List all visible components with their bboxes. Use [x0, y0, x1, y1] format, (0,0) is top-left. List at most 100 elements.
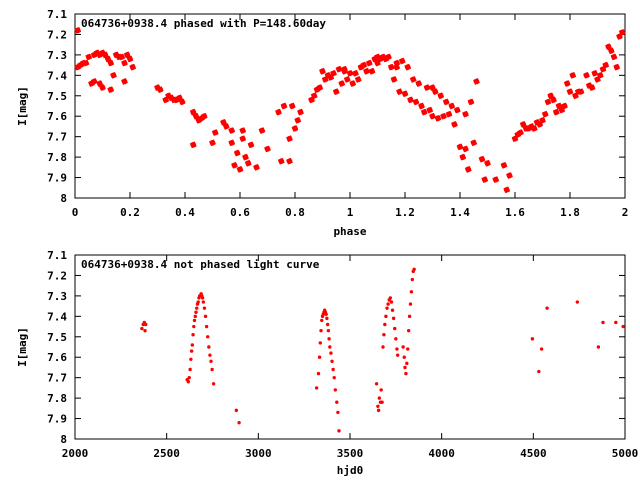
data-point — [126, 55, 134, 63]
data-point — [297, 108, 304, 116]
x-tick-label: 3000 — [245, 447, 272, 460]
data-point — [409, 76, 417, 83]
data-point — [415, 80, 423, 87]
data-point — [407, 314, 412, 319]
data-point — [481, 176, 489, 183]
data-point — [387, 63, 395, 71]
x-tick-label: 5000 — [612, 447, 639, 460]
data-point — [258, 127, 266, 134]
data-point — [332, 88, 340, 96]
data-point — [204, 324, 209, 329]
x-axis-label: phase — [333, 225, 366, 238]
x-tick-label: 1.6 — [505, 206, 525, 219]
y-tick-label: 7.5 — [47, 90, 67, 103]
y-tick-label: 7.6 — [47, 110, 67, 123]
x-tick-label: 0.4 — [175, 206, 195, 219]
data-point — [437, 92, 445, 100]
y-tick-label: 7.4 — [47, 310, 67, 323]
data-point — [448, 102, 456, 110]
data-point — [408, 302, 413, 306]
data-point — [328, 345, 332, 349]
data-point — [530, 125, 538, 132]
data-point — [500, 161, 508, 169]
data-point — [386, 302, 390, 306]
data-point — [196, 300, 200, 304]
data-point — [239, 127, 247, 134]
data-point — [324, 312, 328, 316]
x-tick-label: 1.2 — [395, 206, 415, 219]
data-point — [352, 69, 359, 77]
data-point — [473, 78, 480, 85]
data-point — [442, 98, 450, 106]
data-point — [544, 98, 552, 106]
data-point — [143, 328, 147, 333]
data-point — [275, 108, 282, 116]
data-point — [192, 318, 197, 323]
data-point — [291, 125, 299, 132]
data-point — [140, 326, 144, 331]
data-point — [99, 84, 106, 91]
data-point — [208, 353, 212, 357]
axis-ticks: 2000 2500 3000 3500 4000 4500 5000 7.1 7.2 7.3 7.4… — [47, 249, 638, 460]
data-point — [360, 61, 368, 69]
data-point — [539, 347, 544, 351]
data-point — [316, 84, 324, 91]
data-point — [211, 129, 219, 136]
data-point — [401, 90, 409, 98]
data-point — [253, 164, 260, 171]
y-tick-label: 7.7 — [47, 131, 67, 144]
data-point — [393, 326, 397, 331]
data-point — [456, 143, 464, 151]
data-point — [327, 337, 331, 341]
data-points — [74, 27, 626, 194]
data-point — [156, 86, 164, 93]
data-point — [237, 420, 241, 425]
data-point — [395, 353, 400, 357]
data-point — [550, 96, 557, 104]
data-point — [383, 322, 387, 327]
x-tick-label: 4000 — [428, 447, 455, 460]
data-point — [325, 322, 330, 327]
data-point — [390, 76, 398, 83]
data-point — [319, 328, 323, 333]
data-point — [74, 27, 82, 34]
data-point — [330, 69, 337, 77]
data-point — [236, 166, 244, 173]
data-point — [332, 375, 336, 380]
data-point — [121, 59, 128, 67]
data-point — [107, 59, 115, 67]
data-point — [470, 139, 478, 147]
unphased-light-curve-panel: 064736+0938.4 not phased light curve hjd… — [16, 249, 638, 477]
data-point — [144, 322, 148, 327]
data-point — [206, 335, 210, 339]
data-point — [395, 347, 399, 351]
data-point — [393, 59, 401, 67]
x-tick-label: 0.8 — [285, 206, 305, 219]
data-point — [382, 333, 386, 337]
data-point — [377, 396, 382, 400]
y-axis-label: I[mag] — [16, 86, 29, 126]
data-point — [209, 139, 216, 147]
data-point — [191, 333, 195, 337]
data-point — [462, 110, 469, 118]
data-point — [434, 114, 442, 122]
data-point — [233, 149, 241, 157]
data-point — [222, 123, 230, 130]
y-tick-label: 7.9 — [47, 413, 67, 426]
data-point — [601, 320, 605, 325]
y-tick-label: 8 — [60, 192, 67, 205]
data-point — [178, 98, 186, 106]
y-tick-label: 7.8 — [47, 151, 67, 164]
data-point — [118, 53, 126, 61]
data-point — [563, 80, 571, 87]
data-point — [368, 67, 376, 75]
data-point — [385, 53, 392, 61]
x-tick-label: 1.4 — [450, 206, 470, 219]
data-point — [391, 316, 396, 321]
data-point — [379, 388, 383, 392]
x-axis-label: hjd0 — [337, 464, 364, 477]
data-point — [110, 72, 117, 79]
data-point — [575, 300, 580, 304]
